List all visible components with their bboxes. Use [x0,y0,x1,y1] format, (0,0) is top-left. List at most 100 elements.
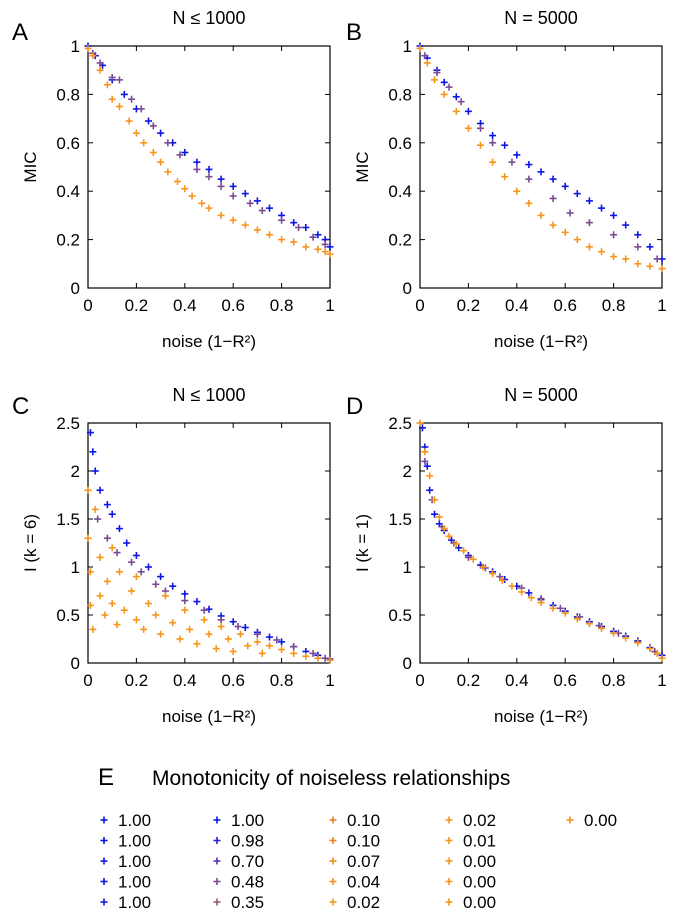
legend-item: 0.70 [213,852,264,871]
data-point [314,245,322,253]
data-point [498,576,506,584]
data-point [622,255,630,263]
data-point [103,577,111,585]
legend-marker [329,837,337,844]
series-2 [416,419,666,662]
legend-item: 0.98 [213,832,264,851]
data-point [433,69,441,77]
panel-c: C N ≤ 1000 0 0.2 0.4 0.6 0.8 1 0 0.5 1 1.5 2 2.5 noise… [12,385,335,726]
panel-title: N ≤ 1000 [173,385,246,405]
panel-title: N ≤ 1000 [173,8,246,28]
data-point [89,625,97,633]
data-point [103,534,111,542]
x-tick-label: 0 [83,671,92,690]
panel-b: B N = 5000 0 0.2 0.4 0.6 0.8 1 0 0.2 0.4 0.6 0.8 1 noi… [346,8,667,351]
x-tick-label: 0.8 [270,296,294,315]
x-tick-label: 1 [657,671,666,690]
data-point [426,472,434,480]
legend-label: 0.07 [347,852,380,871]
legend-item: 0.00 [445,852,496,871]
legend-marker [566,816,574,824]
data-point [421,52,429,60]
data-point [431,76,439,84]
legend-label: 1.00 [118,893,151,912]
data-point [622,221,630,229]
data-point [108,510,116,518]
legend-item: 0.00 [445,893,496,912]
data-point [169,582,177,590]
data-point [658,265,666,273]
data-point [140,139,148,147]
y-tick-label: 0.8 [56,85,80,104]
x-tick-label: 0.4 [173,671,197,690]
data-point [646,243,654,251]
y-tick-label: 1 [71,37,80,56]
legend-item: 0.04 [329,873,380,892]
data-point [469,555,477,563]
data-point [96,66,104,74]
plot-frame [87,45,331,289]
legend-marker [329,878,337,885]
data-point [585,620,593,628]
data-point [489,139,497,147]
legend-marker [213,898,221,906]
x-tick-label: 1 [657,296,666,315]
data-point [431,496,439,504]
legend-marker [213,837,221,844]
data-point [585,243,593,251]
data-point [435,513,443,521]
data-point [549,221,557,229]
data-point [145,563,152,571]
data-point [86,568,94,576]
data-point [452,107,460,115]
series-1 [94,515,329,662]
data-point [278,638,286,646]
data-point [573,190,581,198]
legend-label: 0.00 [463,873,496,892]
data-point [205,630,213,638]
data-point [431,510,439,518]
data-point [610,253,618,261]
data-point [266,231,273,239]
data-point [464,107,472,115]
data-point [217,211,225,219]
data-point [418,424,426,432]
data-point [115,103,123,110]
data-point [241,221,249,229]
legend-marker [213,857,221,865]
data-point [108,73,116,81]
x-tick-label: 0.4 [505,671,529,690]
data-point [149,122,157,130]
data-point [157,573,165,581]
data-point [598,624,605,632]
series-1 [89,49,329,248]
data-point [108,95,116,103]
data-point [253,226,261,234]
series-2 [84,486,334,664]
legend-label: 0.48 [231,873,264,892]
data-point [278,216,286,224]
data-point [634,639,642,647]
legend-item: 1.00 [100,832,151,851]
data-point [84,486,92,494]
data-point [217,616,225,624]
data-point [181,597,189,605]
series-2 [416,44,666,273]
y-tick-label: 2.5 [388,414,412,433]
legend-label: 1.00 [118,873,151,892]
data-point [217,175,225,183]
data-point [549,194,557,202]
legend-label: 0.00 [463,893,496,912]
data-point [566,209,574,217]
data-point [653,649,661,657]
data-point [501,173,509,181]
data-point [205,204,213,212]
data-point [416,44,424,52]
data-point [302,224,310,231]
data-point [610,231,618,239]
data-point [573,615,581,623]
data-point [440,525,448,533]
data-point [217,623,225,631]
data-point [302,652,310,660]
